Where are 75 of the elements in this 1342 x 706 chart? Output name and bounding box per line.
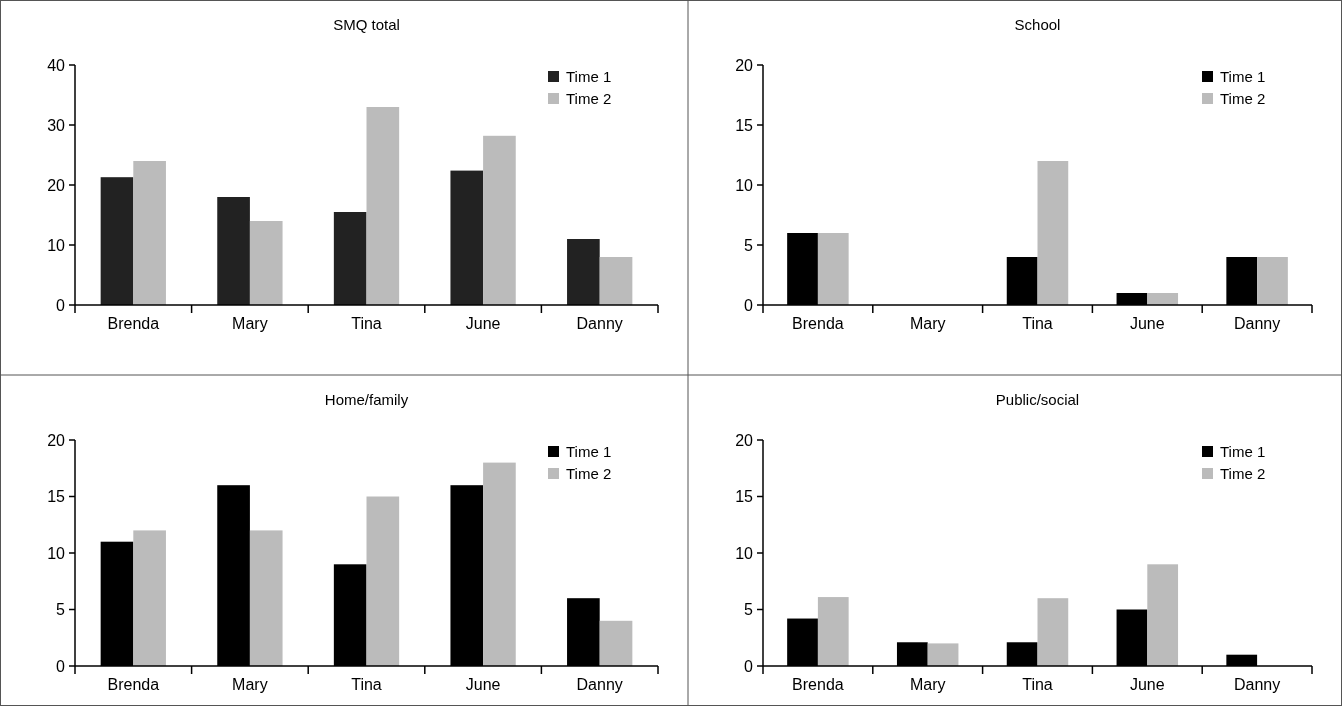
y-tick-label: 15 <box>47 488 66 506</box>
bar <box>1257 257 1288 305</box>
legend-label: Time 2 <box>1220 465 1266 483</box>
bar <box>249 221 283 305</box>
y-tick-label: 0 <box>56 657 66 675</box>
x-tick-label: Danny <box>576 315 623 332</box>
bar <box>817 233 849 305</box>
y-tick-label: 15 <box>735 488 754 506</box>
chart-title: Home/family <box>324 391 409 408</box>
legend-label: Time 1 <box>566 443 612 461</box>
y-tick-label: 20 <box>47 176 66 194</box>
bar <box>100 177 134 305</box>
bar <box>1147 293 1179 305</box>
bar <box>599 257 633 305</box>
bar <box>567 239 600 305</box>
chart-title: Public/social <box>995 391 1080 408</box>
bar <box>450 170 484 305</box>
y-tick-label: 0 <box>744 657 754 675</box>
bar <box>1147 564 1179 666</box>
bar <box>133 530 166 666</box>
y-tick-label: 10 <box>735 544 754 562</box>
x-tick-label: June <box>465 676 501 693</box>
y-tick-label: 20 <box>735 431 754 449</box>
x-tick-label: Brenda <box>792 676 844 693</box>
bar <box>483 135 516 305</box>
bar <box>366 107 400 305</box>
bar <box>927 643 959 666</box>
bar <box>366 496 400 666</box>
x-tick-label: Mary <box>909 315 946 332</box>
bar <box>483 462 516 666</box>
x-tick-label: Danny <box>576 676 623 693</box>
chart-title: SMQ total <box>333 16 400 33</box>
y-tick-label: 5 <box>744 236 754 254</box>
y-tick-label: 10 <box>735 176 754 194</box>
x-tick-label: Danny <box>1233 315 1281 332</box>
legend-label: Time 1 <box>1220 68 1266 86</box>
bar <box>1037 161 1069 305</box>
legend-label: Time 1 <box>566 68 612 86</box>
x-tick-label: Tina <box>351 315 382 332</box>
x-tick-label: Brenda <box>792 315 844 332</box>
x-tick-label: Mary <box>232 676 268 693</box>
x-tick-label: June <box>1129 315 1165 332</box>
bar <box>133 161 166 305</box>
y-tick-label: 30 <box>47 116 66 134</box>
legend-label: Time 2 <box>1220 90 1266 108</box>
chart-title: School <box>1014 16 1061 33</box>
y-tick-label: 10 <box>47 544 66 562</box>
x-tick-label: Brenda <box>107 676 160 693</box>
legend-label: Time 2 <box>566 465 612 483</box>
x-tick-label: Danny <box>1233 676 1281 693</box>
x-tick-label: Mary <box>909 676 946 693</box>
bar <box>817 597 849 666</box>
y-tick-label: 5 <box>744 601 754 619</box>
bar <box>249 530 283 666</box>
legend-label: Time 1 <box>1220 443 1266 461</box>
y-tick-label: 15 <box>735 116 754 134</box>
y-tick-label: 20 <box>47 431 66 449</box>
x-tick-label: Tina <box>1022 315 1053 332</box>
x-tick-label: Mary <box>232 315 268 332</box>
y-tick-label: 20 <box>735 56 754 74</box>
y-tick-label: 40 <box>47 56 66 74</box>
y-tick-label: 5 <box>56 601 66 619</box>
bar <box>333 212 367 305</box>
x-tick-label: June <box>465 315 501 332</box>
x-tick-label: June <box>1129 676 1165 693</box>
y-tick-label: 0 <box>744 296 754 314</box>
x-tick-label: Tina <box>351 676 382 693</box>
y-tick-label: 0 <box>56 296 66 314</box>
bar <box>599 620 633 666</box>
legend-label: Time 2 <box>566 90 612 108</box>
x-tick-label: Brenda <box>107 315 160 332</box>
y-tick-label: 10 <box>47 236 66 254</box>
x-tick-label: Tina <box>1022 676 1053 693</box>
bar <box>1037 598 1069 666</box>
bar <box>217 197 250 305</box>
